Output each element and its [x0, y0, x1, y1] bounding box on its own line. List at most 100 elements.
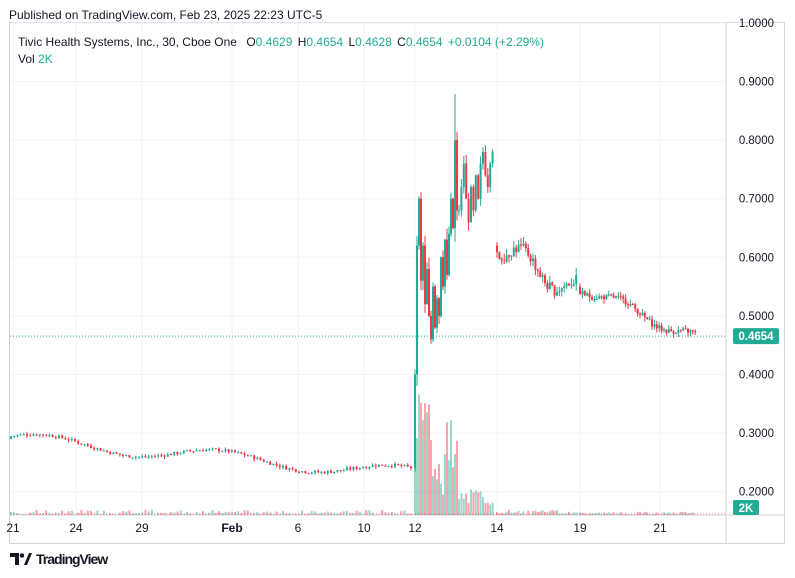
volume-bar	[256, 511, 259, 515]
candle-body	[26, 434, 28, 436]
volume-bar	[237, 511, 240, 515]
volume-bar	[422, 420, 424, 515]
tradingview-footer[interactable]: TradingView	[10, 551, 108, 567]
candle-body	[418, 198, 420, 246]
volume-bar	[176, 511, 179, 515]
candle-body	[546, 283, 549, 290]
volume-bar	[342, 511, 345, 515]
candle-body	[323, 471, 326, 474]
candle-body	[665, 329, 668, 333]
candle-body	[420, 198, 422, 281]
candle-body	[500, 258, 503, 261]
candle-body	[371, 465, 374, 467]
volume-bar	[74, 514, 76, 515]
candle-body	[529, 255, 532, 262]
candle-body	[176, 451, 179, 455]
candle-body	[432, 286, 434, 340]
volume-bar	[643, 511, 646, 515]
y-tick-label: 0.7000	[739, 194, 774, 206]
volume-bar	[653, 513, 656, 515]
volume-bar	[86, 510, 89, 515]
candle-body	[651, 319, 653, 327]
candle-body	[330, 470, 332, 473]
candle-body	[565, 283, 568, 287]
candle-body	[115, 452, 118, 454]
candle-body	[349, 467, 352, 470]
candle-body	[170, 454, 172, 456]
candle-body	[672, 331, 675, 334]
volume-bar	[70, 510, 73, 515]
candle-body	[122, 454, 124, 456]
candle-body	[29, 435, 32, 437]
volume-bar	[374, 514, 377, 515]
volume-bar	[259, 514, 262, 515]
candle-body	[83, 444, 86, 446]
volume-bar	[26, 514, 28, 515]
candle-body	[342, 470, 345, 472]
candle-body	[556, 292, 558, 296]
candle-body	[189, 450, 192, 452]
volume-bar	[118, 512, 121, 515]
candle-body	[474, 175, 477, 211]
volume-bar	[304, 514, 307, 515]
volume-bar	[214, 512, 217, 515]
volume-bar	[125, 511, 128, 515]
volume-bar	[442, 494, 444, 515]
candle-body	[346, 467, 348, 471]
y-tick-label: 0.4000	[739, 369, 774, 381]
candle-body	[291, 468, 294, 470]
candle-body	[436, 298, 438, 328]
candle-body	[278, 465, 281, 468]
candle-body	[106, 450, 108, 452]
volume-bar	[670, 514, 673, 515]
volume-bar	[221, 513, 224, 515]
volume-bar	[489, 504, 492, 515]
volume-bar	[452, 467, 454, 515]
candle-body	[460, 187, 463, 211]
y-tick-label: 0.2000	[739, 487, 774, 499]
candle-body	[202, 450, 204, 452]
candle-body	[522, 243, 525, 246]
volume-bar	[598, 512, 601, 515]
candle-body	[575, 274, 578, 285]
volume-bar	[512, 512, 515, 515]
volume-bar	[418, 394, 420, 515]
candle-body	[368, 466, 371, 469]
candle-body	[414, 374, 416, 469]
candle-body	[496, 245, 498, 253]
volume-bar	[627, 514, 629, 515]
candle-body	[38, 434, 41, 436]
candle-body	[515, 247, 518, 252]
volume-bar	[358, 511, 361, 515]
candle-body	[588, 293, 591, 298]
candle-body	[520, 244, 522, 246]
volume-bar	[465, 493, 468, 515]
candle-body	[179, 453, 182, 455]
candle-body	[285, 465, 288, 470]
candle-body	[426, 269, 428, 305]
candle-body	[317, 470, 320, 473]
candle-body	[141, 456, 144, 458]
candle-body	[639, 313, 641, 315]
volume-bar	[272, 514, 275, 515]
candle-body	[484, 151, 487, 176]
candle-body	[456, 140, 458, 211]
x-tick-label: 6	[295, 521, 302, 535]
volume-bar	[575, 512, 578, 515]
candle-body	[607, 294, 610, 296]
volume-bar	[639, 511, 641, 515]
y-tick-label: 0.3000	[739, 428, 774, 440]
y-tick-label: 0.9000	[739, 77, 774, 89]
candle-body	[505, 255, 508, 262]
volume-bar	[310, 510, 313, 515]
candle-body	[112, 452, 115, 455]
candle-body	[581, 291, 584, 295]
volume-bar	[491, 502, 494, 515]
candle-body	[387, 465, 390, 467]
candle-body	[272, 463, 275, 465]
volume-bar	[128, 510, 131, 515]
volume-bar	[122, 511, 124, 515]
volume-bar	[631, 514, 634, 515]
volume-bar	[432, 476, 434, 515]
